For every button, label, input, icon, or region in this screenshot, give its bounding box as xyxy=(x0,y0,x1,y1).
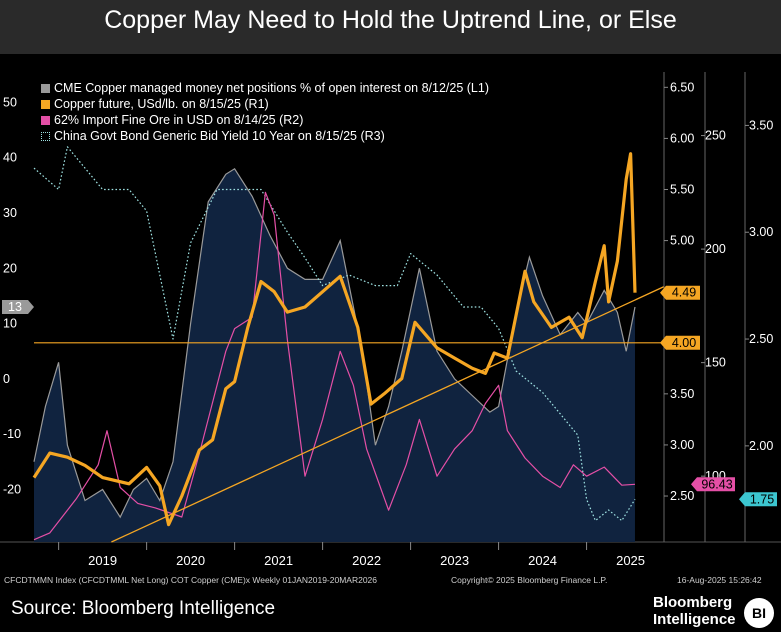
legend-swatch-magenta xyxy=(41,115,50,125)
value-tag-r1-label: 4.00 xyxy=(672,336,696,350)
r1-tick-label: 2.50 xyxy=(670,489,694,503)
x-tick-label: 2021 xyxy=(264,553,293,568)
value-tag-l1-bg xyxy=(2,300,34,314)
r3-tick-label: 2.50 xyxy=(749,332,773,346)
r3-tick-label: 3.00 xyxy=(749,225,773,239)
legend-item-copper-positions: CME Copper managed money net positions %… xyxy=(41,80,489,96)
l1-tick-label: 40 xyxy=(3,151,17,165)
l1-tick-label: 50 xyxy=(3,95,17,109)
brand-line-1: Bloomberg xyxy=(653,594,733,611)
r1-tick-label: 6.50 xyxy=(670,80,694,94)
chart-area: 2019 2020 2021 2022 2023 2024 2025 -20 -10 0 10 20 3… xyxy=(0,72,781,592)
legend: CME Copper managed money net positions %… xyxy=(37,79,495,146)
value-tag-r2-bg xyxy=(691,477,735,492)
value-tag-r1-label: 4.49 xyxy=(672,286,696,300)
x-tick-label: 2019 xyxy=(88,553,117,568)
net-positions-area xyxy=(34,168,635,543)
footer-timestamp: 16-Aug-2025 15:26:42 xyxy=(677,575,762,585)
r1-tick-label: 6.00 xyxy=(670,131,694,145)
x-tick-label: 2025 xyxy=(616,553,645,568)
legend-label: 62% Import Fine Ore in USD on 8/14/25 (R… xyxy=(54,113,304,127)
r2-tick-label: 150 xyxy=(705,356,726,370)
source-credit: Source: Bloomberg Intelligence xyxy=(11,598,276,619)
legend-swatch-cyan-dotted xyxy=(41,131,50,141)
chart-title: Copper May Need to Hold the Uptrend Line… xyxy=(104,6,677,34)
value-tag-r3-label: 1.75 xyxy=(750,492,774,506)
uptrend-line xyxy=(111,286,665,543)
bi-badge-icon: BI xyxy=(744,598,774,628)
footer-index-info: CFCDTMMN Index (CFCDTMML Net Long) COT C… xyxy=(4,575,377,585)
legend-label: China Govt Bond Generic Bid Yield 10 Yea… xyxy=(54,129,385,143)
l1-tick-label: 0 xyxy=(3,372,10,386)
r2-tick-label: 200 xyxy=(705,242,726,256)
x-tick-label: 2024 xyxy=(528,553,557,568)
bloomberg-logo: Bloomberg Intelligence xyxy=(653,594,736,628)
l1-tick-label: 20 xyxy=(3,261,17,275)
r2-tick-label: 250 xyxy=(705,129,726,143)
r1-tick-label: 5.00 xyxy=(670,234,694,248)
footer-copyright: Copyright© 2025 Bloomberg Finance L.P. xyxy=(451,575,608,585)
value-tag-r1-bg xyxy=(660,335,700,350)
l1-tick-label: 30 xyxy=(3,206,17,220)
r1-tick-label: 3.00 xyxy=(670,438,694,452)
r1-tick-label: 3.50 xyxy=(670,387,694,401)
r1-tick-label: 5.50 xyxy=(670,183,694,197)
r3-tick-label: 3.50 xyxy=(749,118,773,132)
value-tag-r3-bg xyxy=(739,492,777,507)
title-bar: Copper May Need to Hold the Uptrend Line… xyxy=(0,0,781,54)
x-tick-label: 2023 xyxy=(440,553,469,568)
net-positions-line xyxy=(33,167,636,519)
legend-swatch-gray xyxy=(41,83,50,93)
chart-svg: 2019 2020 2021 2022 2023 2024 2025 -20 -10 0 10 20 3… xyxy=(0,72,781,568)
x-tick-label: 2020 xyxy=(176,553,205,568)
value-tag-r2-label: 96.43 xyxy=(701,477,732,491)
china-bond-yield-line xyxy=(33,146,636,522)
iron-ore-price-line xyxy=(33,191,636,541)
legend-item-copper-future: Copper future, USd/lb. on 8/15/25 (R1) xyxy=(41,96,489,112)
value-tag-r1-bg xyxy=(660,285,700,300)
legend-item-china-bond: China Govt Bond Generic Bid Yield 10 Yea… xyxy=(41,128,489,144)
brand-line-2: Intelligence xyxy=(653,611,736,628)
copper-future-line xyxy=(32,152,637,527)
legend-label: CME Copper managed money net positions %… xyxy=(54,81,489,95)
legend-swatch-orange xyxy=(41,99,50,109)
x-tick-label: 2022 xyxy=(352,553,381,568)
legend-label: Copper future, USd/lb. on 8/15/25 (R1) xyxy=(54,97,269,111)
r3-tick-label: 2.00 xyxy=(749,439,773,453)
legend-item-iron-ore: 62% Import Fine Ore in USD on 8/14/25 (R… xyxy=(41,112,489,128)
l1-tick-label: 10 xyxy=(3,317,17,331)
value-tag-l1-label: 13 xyxy=(8,300,22,314)
l1-tick-label: -10 xyxy=(3,427,21,441)
l1-tick-label: -20 xyxy=(3,482,21,496)
